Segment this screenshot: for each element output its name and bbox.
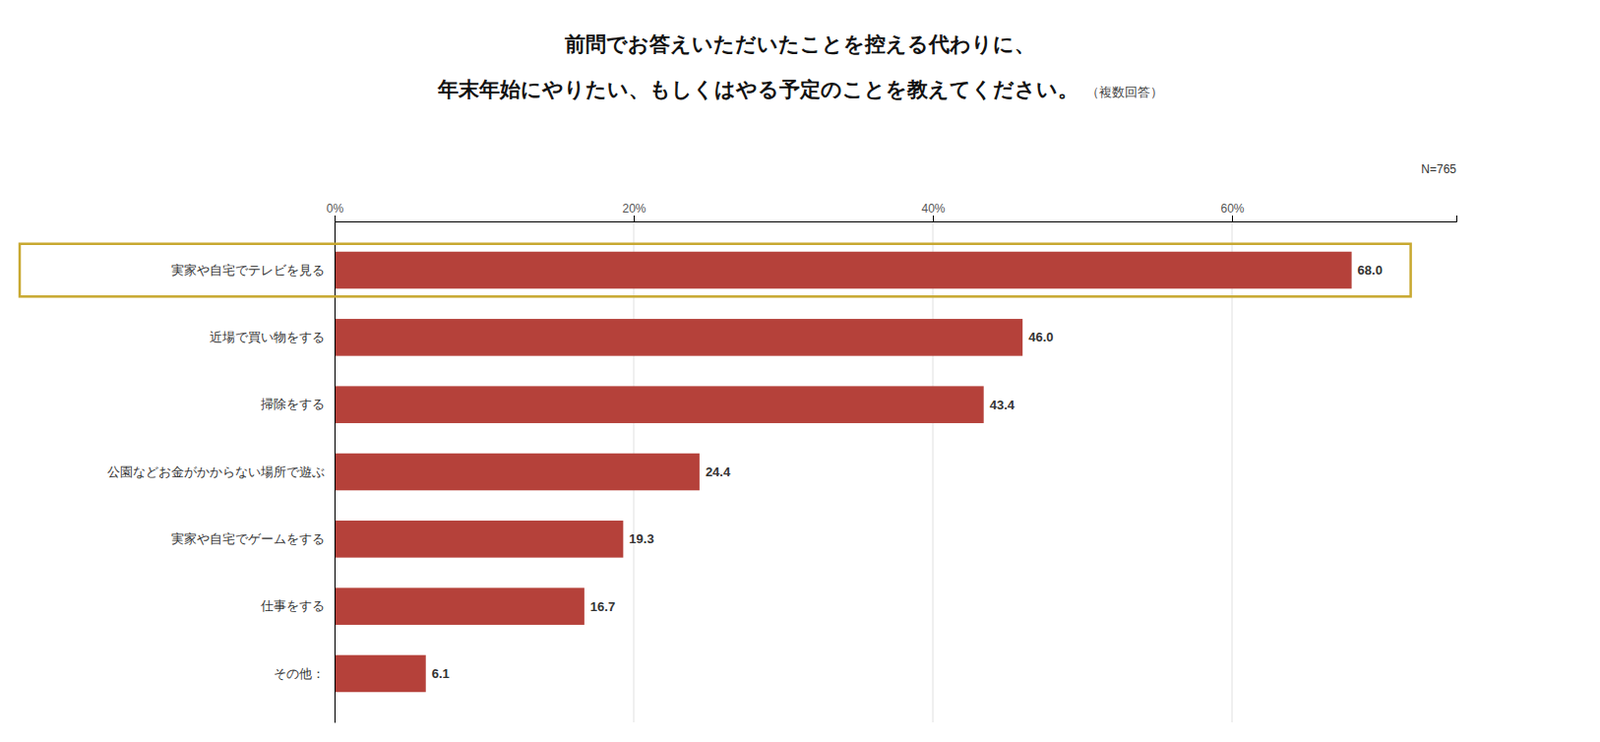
bars <box>334 251 1353 693</box>
tick-label: 実家や自宅でテレビを見る <box>171 262 325 278</box>
tick: 実家や自宅でゲームをする <box>171 531 335 547</box>
annotation: N=765 <box>1420 162 1457 177</box>
tick: 掃除をする <box>260 396 335 412</box>
tick-label: その他： <box>273 666 325 681</box>
tick-label: 実家や自宅でゲームをする <box>171 531 325 547</box>
x-axis: 0% 20% 40% 60% <box>326 201 1458 223</box>
tick-label: 掃除をする <box>260 396 325 412</box>
bar <box>334 520 623 558</box>
tick-label: 20% <box>621 201 646 216</box>
tick: 40% <box>921 201 945 222</box>
data-label: 16.7 <box>590 599 616 615</box>
data-label: 24.4 <box>705 464 732 480</box>
tick: 仕事をする <box>259 598 335 614</box>
annotation: （複数回答） <box>1086 84 1164 100</box>
axis-line <box>335 215 1458 223</box>
tick: 近場で買い物をする <box>209 329 335 345</box>
tick: 公園などお金がかからない場所で遊ぶ <box>107 464 335 480</box>
data-label: 6.1 <box>431 666 450 681</box>
bar <box>334 251 1353 290</box>
tick-label: 仕事をする <box>259 598 325 614</box>
bar <box>334 655 427 693</box>
data-label: 43.4 <box>989 397 1016 413</box>
tick: 0% <box>326 201 345 222</box>
chart: 前問でお答えいただいたことを控える代わりに、年末年始にやりたい、もしくはやる予定… <box>0 0 1600 742</box>
bar <box>334 318 1023 357</box>
tick: 60% <box>1220 201 1244 222</box>
data-label: 46.0 <box>1028 329 1053 345</box>
tick: 20% <box>621 201 646 222</box>
highlight-box <box>19 244 1412 298</box>
data-label: 68.0 <box>1357 262 1383 278</box>
tick: その他： <box>273 666 335 681</box>
data-label: 19.3 <box>628 531 654 547</box>
bar <box>334 385 985 424</box>
data-labels: 68.0 46.0 43.4 24.4 19.3 16.7 6.1 <box>431 262 1383 681</box>
tick-label: 0% <box>326 201 345 216</box>
bar <box>334 453 700 492</box>
bar <box>334 587 585 625</box>
tick-mark <box>633 215 635 222</box>
plot: 0% 20% 40% 60% 実家や自宅でテレビを見る近場で買い物をする掃除をする公園な… <box>19 201 1458 724</box>
tick: 実家や自宅でテレビを見る <box>171 262 335 278</box>
tick-label: 近場で買い物をする <box>209 329 325 345</box>
subtitle: 年末年始にやりたい、もしくはやる予定のことを教えてください。 <box>436 77 1079 102</box>
tick-mark <box>334 215 336 222</box>
tick-mark <box>1231 215 1233 222</box>
title: 前問でお答えいただいたことを控える代わりに、 <box>563 32 1036 56</box>
tick-label: 60% <box>1220 201 1244 216</box>
tick-mark <box>932 215 934 222</box>
tick-label: 40% <box>921 201 945 216</box>
tick-label: 公園などお金がかからない場所で遊ぶ <box>107 464 325 480</box>
